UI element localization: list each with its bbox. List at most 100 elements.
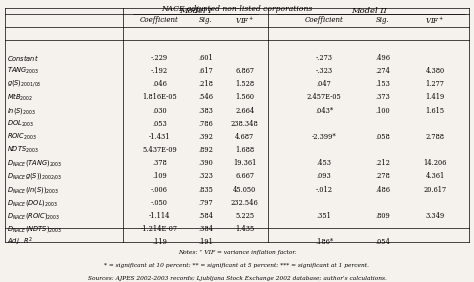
Text: Model II: Model II [351,7,386,15]
Text: NACE adjusted non-listed corporations: NACE adjusted non-listed corporations [161,5,313,13]
Text: .109: .109 [152,172,167,180]
Text: .378: .378 [152,159,167,167]
Text: 6.667: 6.667 [235,172,254,180]
Text: 5.225: 5.225 [235,212,254,220]
Text: .046: .046 [152,80,167,88]
Text: Model I: Model I [179,7,212,15]
Text: 1.816E-05: 1.816E-05 [142,93,177,102]
Text: 5.437E-09: 5.437E-09 [142,146,177,154]
Text: .351: .351 [317,212,332,220]
Text: .030: .030 [152,107,167,114]
Text: 4.361: 4.361 [425,172,445,180]
Text: .047: .047 [317,80,332,88]
Text: .786: .786 [198,120,213,128]
Text: Sig.: Sig. [376,16,390,24]
Text: .100: .100 [375,107,390,114]
Text: 1.560: 1.560 [235,93,254,102]
Text: .617: .617 [198,67,213,75]
Text: .496: .496 [375,54,390,62]
Text: Notes: ⁺ VIF = variance inflation factor.: Notes: ⁺ VIF = variance inflation factor… [178,250,296,255]
Text: $\mathit{D}_{\mathit{NACE}}\mathit{(TANG)}_{2003}$: $\mathit{D}_{\mathit{NACE}}\mathit{(TANG… [7,158,63,168]
Text: .835: .835 [198,186,213,193]
Text: 232.546: 232.546 [231,199,258,207]
Text: 1.277: 1.277 [426,80,445,88]
Text: -.012: -.012 [316,186,333,193]
Text: $\mathit{TANG}_{2003}$: $\mathit{TANG}_{2003}$ [7,66,39,76]
Text: 2.664: 2.664 [235,107,255,114]
Text: 1.419: 1.419 [425,93,445,102]
Text: 6.867: 6.867 [235,67,254,75]
Text: .383: .383 [198,107,213,114]
Text: 4.380: 4.380 [426,67,445,75]
Text: .186*: .186* [315,238,333,246]
Text: 20.617: 20.617 [423,186,447,193]
Text: .093: .093 [317,172,332,180]
Text: $\mathit{MtB}_{2002}$: $\mathit{MtB}_{2002}$ [7,92,33,103]
Text: .546: .546 [198,93,213,102]
Text: .584: .584 [198,212,213,220]
Text: -1.431: -1.431 [149,133,170,141]
Text: 3.349: 3.349 [425,212,445,220]
Text: $\mathit{NDTS}_{2003}$: $\mathit{NDTS}_{2003}$ [7,145,39,155]
Text: .323: .323 [198,172,213,180]
Text: .373: .373 [375,93,390,102]
Text: .601: .601 [198,54,213,62]
Text: -.273: -.273 [316,54,333,62]
Text: $\mathit{ROIC}_{2003}$: $\mathit{ROIC}_{2003}$ [7,132,37,142]
Text: .809: .809 [375,212,390,220]
Text: .054: .054 [375,238,390,246]
Text: .392: .392 [198,133,213,141]
Text: VIF$^+$: VIF$^+$ [235,15,255,26]
Text: -.050: -.050 [151,199,168,207]
Text: $\mathit{D}_{\mathit{NACE}}\mathit{(DOL)}_{2003}$: $\mathit{D}_{\mathit{NACE}}\mathit{(DOL)… [7,198,58,208]
Text: $\mathit{D}_{\mathit{NACE}}\mathit{(NDTS)}_{2003}$: $\mathit{D}_{\mathit{NACE}}\mathit{(NDTS… [7,224,62,234]
Text: * = significant at 10 percent; ** = significant at 5 percent; *** = significant : * = significant at 10 percent; ** = sign… [104,263,370,268]
Text: $\mathit{Adj.\ R}^{2}$: $\mathit{Adj.\ R}^{2}$ [7,236,33,248]
Text: $\mathit{D}_{\mathit{NACE}}\mathit{(ROIC)}_{2003}$: $\mathit{D}_{\mathit{NACE}}\mathit{(ROIC… [7,211,60,221]
Text: .390: .390 [198,159,213,167]
Text: 2.788: 2.788 [426,133,445,141]
Text: -1.114: -1.114 [149,212,170,220]
Text: .218: .218 [198,80,213,88]
Text: .486: .486 [375,186,390,193]
Text: Sig.: Sig. [199,16,212,24]
Text: VIF$^+$: VIF$^+$ [425,15,445,26]
Text: $\mathit{Constant}$: $\mathit{Constant}$ [7,53,39,63]
Text: 1.435: 1.435 [235,225,255,233]
Text: .058: .058 [375,133,390,141]
Text: 4.687: 4.687 [235,133,254,141]
Text: .153: .153 [375,80,390,88]
Text: .053: .053 [152,120,167,128]
Text: 1.528: 1.528 [235,80,254,88]
Text: -.192: -.192 [151,67,168,75]
Text: 14.206: 14.206 [423,159,447,167]
Text: .191: .191 [198,238,213,246]
Text: .212: .212 [375,159,390,167]
Text: .119: .119 [152,238,167,246]
Text: 1.615: 1.615 [426,107,445,114]
Text: .892: .892 [198,146,213,154]
Text: .043*: .043* [315,107,333,114]
Text: Coefficient: Coefficient [140,16,179,24]
Text: .453: .453 [317,159,332,167]
Text: -1.214E-07: -1.214E-07 [141,225,178,233]
Text: Coefficient: Coefficient [305,16,344,24]
Text: $\mathit{ln(S)}_{2003}$: $\mathit{ln(S)}_{2003}$ [7,105,36,116]
Text: 19.361: 19.361 [233,159,256,167]
Text: $\mathit{g(S)}_{2001/03}$: $\mathit{g(S)}_{2001/03}$ [7,79,42,89]
Text: -2.399*: -2.399* [312,133,337,141]
Text: 238.348: 238.348 [231,120,258,128]
Text: $\mathit{DOL}_{2003}$: $\mathit{DOL}_{2003}$ [7,119,35,129]
Text: .278: .278 [375,172,390,180]
Text: Sources: AJPES 2002-2003 records; Ljubljana Stock Exchange 2002 database; author: Sources: AJPES 2002-2003 records; Ljublj… [88,276,386,281]
Text: -.323: -.323 [316,67,333,75]
Text: -.229: -.229 [151,54,168,62]
Text: -.006: -.006 [151,186,168,193]
Text: .274: .274 [375,67,390,75]
Text: 2.457E-05: 2.457E-05 [307,93,342,102]
Text: .384: .384 [198,225,213,233]
Text: $\mathit{D}_{\mathit{NACE}}\mathit{(ln(S))}_{2003}$: $\mathit{D}_{\mathit{NACE}}\mathit{(ln(S… [7,185,59,195]
Text: 45.050: 45.050 [233,186,256,193]
Text: $\mathit{D}_{\mathit{NACE}}\mathit{g(S))}_{2002/03}$: $\mathit{D}_{\mathit{NACE}}\mathit{g(S))… [7,171,63,182]
Text: 1.688: 1.688 [235,146,254,154]
